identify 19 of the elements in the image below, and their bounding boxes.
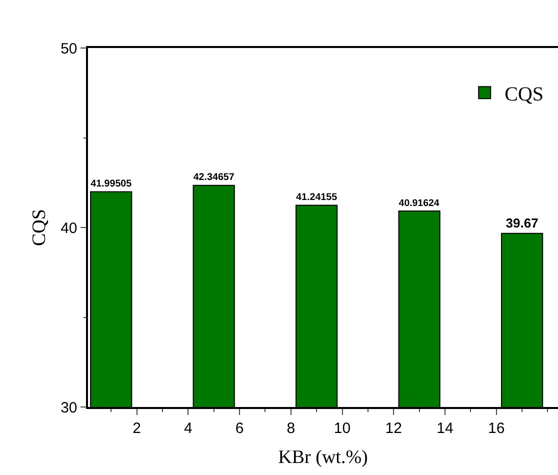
y-axis-title: CQS — [28, 209, 50, 246]
x-tick-label: 12 — [385, 420, 402, 437]
data-label: 40.91624 — [398, 198, 440, 209]
x-tick-label: 16 — [488, 420, 505, 437]
x-axis-title: KBr (wt.%) — [278, 447, 368, 468]
x-tick-label: 2 — [132, 420, 141, 437]
data-label: 39.67 — [506, 215, 538, 230]
data-label: 41.99505 — [90, 178, 132, 190]
legend-label: CQS — [504, 83, 544, 106]
y-tick-label: 50 — [60, 40, 78, 58]
x-tick-label: 4 — [184, 420, 192, 437]
x-tick-label: 10 — [334, 420, 351, 437]
x-tick-label: 14 — [436, 420, 454, 437]
data-label: 41.24155 — [296, 192, 338, 203]
x-tick-label: 6 — [235, 420, 244, 437]
data-label: 42.34657 — [193, 172, 235, 184]
y-tick-label: 40 — [60, 220, 78, 237]
y-tick-label: 30 — [60, 399, 78, 416]
x-tick-label: 8 — [286, 420, 296, 437]
